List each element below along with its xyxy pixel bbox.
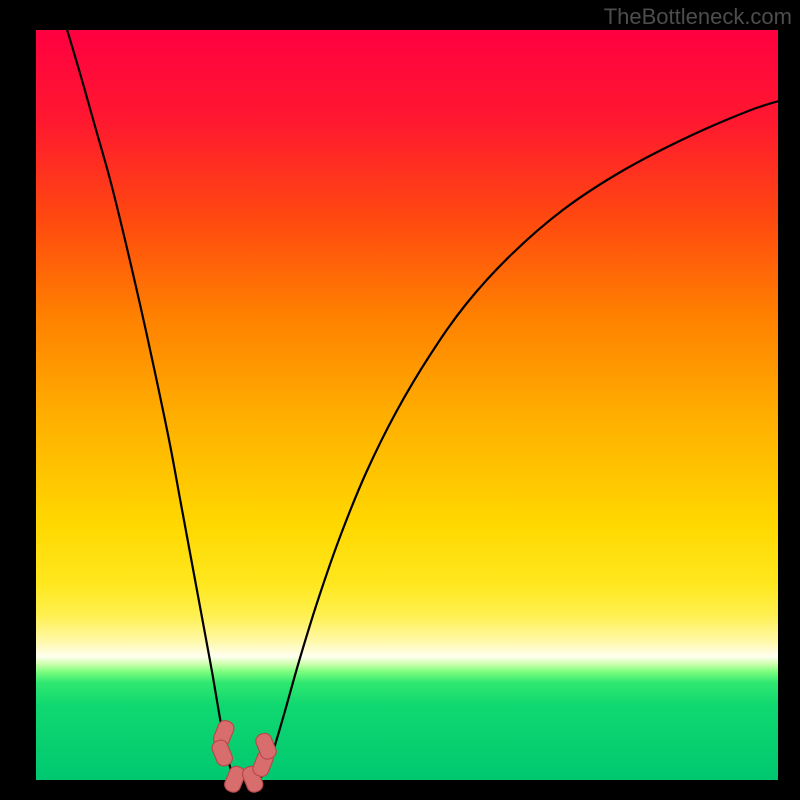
watermark-text: TheBottleneck.com — [604, 4, 792, 30]
chart-container: TheBottleneck.com — [0, 0, 800, 800]
plot-background — [36, 30, 778, 780]
chart-svg — [0, 0, 800, 800]
